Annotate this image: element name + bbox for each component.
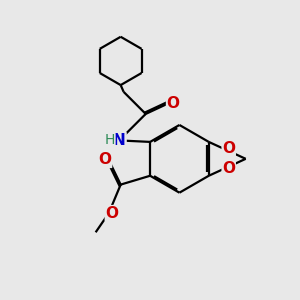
- Text: O: O: [222, 141, 235, 156]
- Text: O: O: [222, 161, 235, 176]
- Text: H: H: [105, 134, 115, 147]
- Text: N: N: [113, 133, 126, 148]
- Text: O: O: [105, 206, 118, 221]
- Text: O: O: [99, 152, 112, 167]
- Text: O: O: [167, 95, 180, 110]
